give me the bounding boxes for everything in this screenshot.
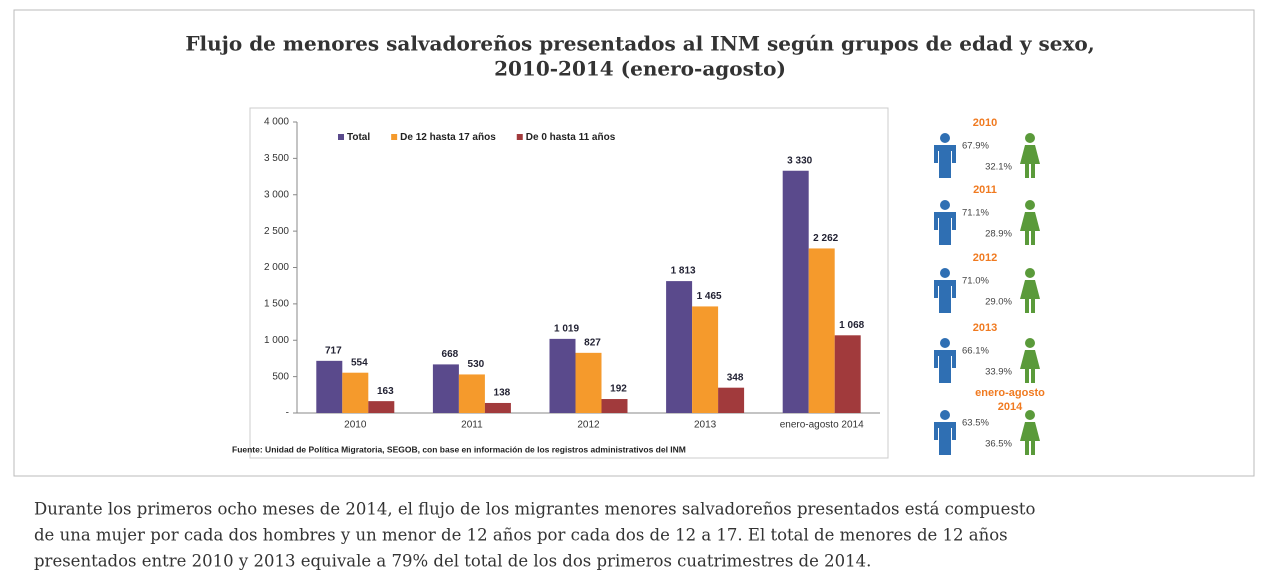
data-label: 1 813 — [671, 266, 696, 277]
bar — [692, 306, 719, 413]
sidebar-female: 36.5% — [985, 439, 1012, 450]
sidebar-male: 71.0% — [962, 276, 989, 287]
x-tick-label: 2013 — [694, 420, 717, 431]
data-label: 530 — [468, 359, 485, 370]
sidebar-year-1: enero-agosto — [975, 387, 1045, 399]
legend-label: De 12 hasta 17 años — [400, 132, 496, 143]
data-label: 192 — [610, 384, 627, 395]
x-tick-label: 2011 — [461, 420, 483, 431]
data-label: 138 — [494, 388, 511, 399]
bar — [549, 338, 576, 413]
sidebar-male: 71.1% — [962, 208, 989, 219]
data-label: 554 — [351, 357, 368, 368]
person-head — [940, 268, 950, 278]
person-body — [1020, 280, 1040, 313]
data-label: 1 019 — [554, 324, 579, 335]
bar — [601, 399, 628, 413]
y-tick-label: 1 000 — [264, 335, 289, 346]
y-tick-label: 2 500 — [264, 226, 289, 237]
source: Fuente: Unidad de Política Migratoria, S… — [232, 444, 686, 454]
paragraph-line: presentados entre 2010 y 2013 equivale a… — [34, 552, 871, 571]
sidebar-male: 66.1% — [962, 346, 989, 357]
person-body — [1020, 422, 1040, 455]
data-label: 717 — [325, 345, 342, 356]
bar — [666, 281, 693, 413]
legend-swatch — [516, 134, 523, 140]
frame — [13, 9, 1255, 477]
person-head — [940, 410, 950, 420]
sidebar-female: 32.1% — [985, 162, 1012, 173]
person-head — [940, 133, 950, 143]
legend-swatch — [338, 134, 344, 140]
y-tick-label: 4 000 — [264, 117, 289, 128]
bar — [316, 360, 343, 413]
sidebar-female: 28.9% — [985, 229, 1012, 240]
sidebar-year: 2010 — [973, 117, 997, 129]
data-label: 2 262 — [813, 233, 838, 244]
paragraph-line: de una mujer por cada dos hombres y un m… — [34, 526, 1008, 545]
person-body — [1020, 145, 1040, 178]
sidebar-male: 63.5% — [962, 418, 989, 429]
data-label: 668 — [442, 349, 459, 360]
y-tick-label: 3 000 — [264, 189, 289, 200]
x-tick-label: 2010 — [344, 420, 367, 431]
bar — [484, 402, 511, 413]
sidebar-female: 33.9% — [985, 367, 1012, 378]
chart-title: 2010-2014 (enero-agosto) — [494, 57, 786, 81]
data-label: 3 330 — [787, 155, 812, 166]
sidebar-year: 2011 — [973, 184, 997, 196]
person-head — [940, 338, 950, 348]
legend-label: De 0 hasta 11 años — [526, 132, 616, 143]
data-label: 1 068 — [839, 320, 864, 331]
sidebar-male: 67.9% — [962, 141, 989, 152]
person-head — [1025, 133, 1035, 143]
person-body — [934, 145, 956, 178]
person-body — [934, 280, 956, 313]
data-label: 163 — [377, 386, 394, 397]
person-body — [934, 422, 956, 455]
bar — [342, 372, 369, 413]
bar — [808, 248, 835, 413]
person-head — [940, 200, 950, 210]
person-head — [1025, 200, 1035, 210]
bar — [575, 352, 602, 413]
sidebar-year: 2013 — [973, 322, 997, 334]
chart-title: Flujo de menores salvadoreños presentado… — [185, 32, 1094, 56]
bar — [718, 387, 745, 413]
bar — [368, 401, 395, 413]
person-body — [934, 212, 956, 245]
bar — [782, 170, 809, 413]
legend-label: Total — [347, 132, 370, 143]
bar — [432, 364, 459, 413]
sidebar-year-2: 2014 — [998, 401, 1023, 413]
data-label: 827 — [584, 337, 601, 348]
person-head — [1025, 410, 1035, 420]
y-tick-label: 3 500 — [264, 153, 289, 164]
x-tick-label: 2012 — [577, 420, 600, 431]
person-head — [1025, 268, 1035, 278]
person-head — [1025, 338, 1035, 348]
x-tick-label: enero-agosto 2014 — [780, 420, 864, 431]
chart-frame — [249, 107, 889, 459]
bar — [834, 335, 861, 413]
data-label: 1 465 — [697, 291, 722, 302]
person-body — [934, 350, 956, 383]
bar — [458, 374, 485, 413]
data-label: 348 — [727, 372, 744, 383]
y-tick-label: 1 500 — [264, 299, 289, 310]
sidebar-year: 2012 — [973, 252, 997, 264]
y-tick-label: 2 000 — [264, 262, 289, 273]
person-body — [1020, 350, 1040, 383]
y-tick-label: 500 — [272, 371, 289, 382]
sidebar-female: 29.0% — [985, 297, 1012, 308]
person-body — [1020, 212, 1040, 245]
paragraph-line: Durante los primeros ocho meses de 2014,… — [34, 500, 1036, 519]
y-tick-label: - — [286, 408, 289, 419]
legend-swatch — [391, 134, 398, 140]
